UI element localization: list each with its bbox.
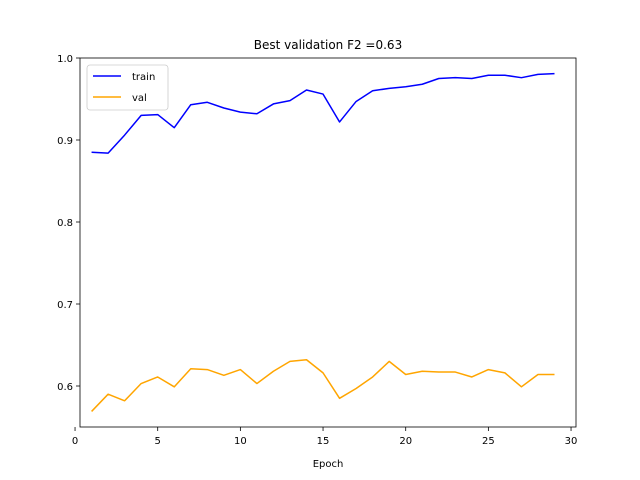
x-tick-label: 5 — [155, 436, 161, 447]
legend: train val — [86, 64, 169, 111]
y-tick-label: 1.0 — [57, 54, 73, 65]
legend-label-val: val — [132, 93, 147, 104]
series-line-val — [91, 359, 555, 412]
x-tick-label: 25 — [482, 436, 495, 447]
axes: 0 5 10 15 20 25 30 0.6 0.7 0.8 0.9 1.0 — [57, 54, 577, 447]
x-tick-label: 30 — [565, 436, 578, 447]
x-tick-label: 10 — [234, 436, 247, 447]
x-tick-label: 0 — [72, 436, 78, 447]
legend-label-train: train — [132, 72, 155, 83]
x-axis-label: Epoch — [313, 459, 344, 470]
plot-frame — [79, 57, 577, 428]
legend-box — [86, 64, 169, 111]
x-tick-label: 20 — [399, 436, 412, 447]
chart-title: Best validation F2 =0.63 — [254, 38, 402, 52]
y-tick-label: 0.6 — [57, 382, 73, 393]
series-layer — [91, 72, 555, 412]
x-tick-label: 15 — [317, 436, 330, 447]
y-tick-label: 0.8 — [57, 218, 73, 229]
y-tick-label: 0.7 — [57, 300, 73, 311]
y-tick-label: 0.9 — [57, 136, 73, 147]
series-line-train — [91, 72, 555, 154]
